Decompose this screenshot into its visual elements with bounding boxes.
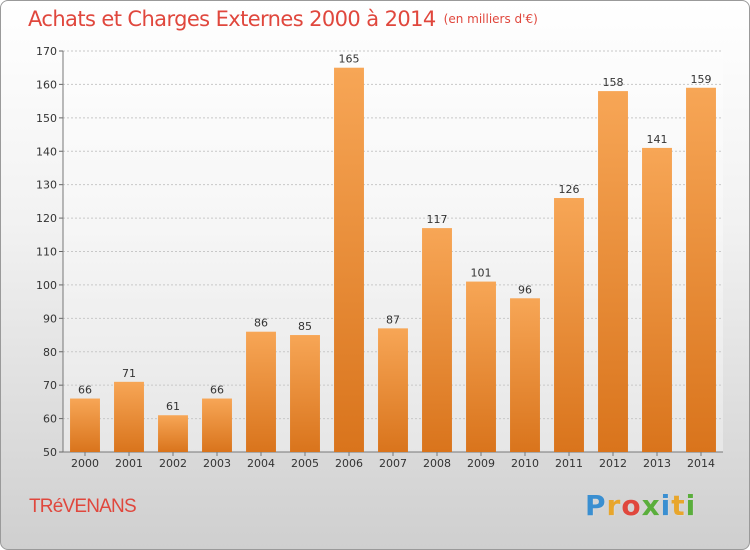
bar (202, 398, 232, 452)
bar (422, 228, 452, 452)
x-tick-label: 2010 (511, 457, 539, 470)
chart-title-text: Achats et Charges Externes 2000 à 2014 (28, 7, 436, 31)
y-tick-label: 110 (36, 246, 57, 259)
bar (378, 328, 408, 452)
bar (246, 331, 276, 452)
data-label: 165 (339, 53, 360, 66)
x-tick-label: 2002 (159, 457, 187, 470)
data-label: 85 (298, 320, 312, 333)
y-tick-label: 160 (36, 78, 57, 91)
y-tick-label: 80 (43, 346, 57, 359)
x-tick-label: 2011 (555, 457, 583, 470)
bar (70, 398, 100, 452)
logo-letter: t (671, 489, 686, 522)
x-tick-label: 2012 (599, 457, 627, 470)
x-tick-label: 2007 (379, 457, 407, 470)
data-label: 71 (122, 367, 136, 380)
data-label: 101 (471, 267, 492, 280)
data-label: 87 (386, 313, 400, 326)
y-tick-label: 90 (43, 312, 57, 325)
bar (510, 298, 540, 452)
bar (598, 91, 628, 452)
bar (334, 67, 364, 452)
bar (290, 335, 320, 452)
x-tick-label: 2003 (203, 457, 231, 470)
chart-subtitle: (en milliers d'€) (443, 12, 538, 26)
data-label: 96 (518, 283, 532, 296)
y-tick-label: 150 (36, 112, 57, 125)
y-tick-label: 70 (43, 379, 57, 392)
data-label: 159 (691, 73, 712, 86)
data-label: 158 (603, 76, 624, 89)
y-tick-label: 50 (43, 446, 57, 459)
x-tick-label: 2005 (291, 457, 319, 470)
x-tick-label: 2004 (247, 457, 275, 470)
logo-letter: i (660, 489, 672, 522)
chart-title: Achats et Charges Externes 2000 à 2014 (e… (28, 7, 538, 31)
y-tick-label: 170 (36, 45, 57, 58)
data-label: 117 (427, 213, 448, 226)
logo-letter: x (641, 489, 661, 522)
proxiti-logo: Proxiti (585, 489, 696, 522)
bar (158, 415, 188, 452)
y-tick-label: 60 (43, 413, 57, 426)
data-label: 86 (254, 317, 268, 330)
y-tick-label: 130 (36, 179, 57, 192)
commune-name: TRéVENANS (29, 496, 137, 517)
x-tick-label: 2001 (115, 457, 143, 470)
logo-letter: i (685, 489, 697, 522)
bar (686, 87, 716, 452)
y-tick-label: 100 (36, 279, 57, 292)
x-tick-label: 2006 (335, 457, 363, 470)
data-label: 141 (647, 133, 668, 146)
x-tick-label: 2008 (423, 457, 451, 470)
logo-letter: r (606, 489, 622, 522)
data-label: 66 (78, 384, 92, 397)
x-tick-label: 2014 (687, 457, 715, 470)
logo-letter: o (621, 489, 642, 522)
y-tick-label: 120 (36, 212, 57, 225)
data-label: 126 (559, 183, 580, 196)
bar (554, 198, 584, 452)
bar (466, 281, 496, 452)
x-tick-label: 2000 (71, 457, 99, 470)
x-tick-label: 2013 (643, 457, 671, 470)
y-tick-label: 140 (36, 145, 57, 158)
data-label: 66 (210, 384, 224, 397)
bar (114, 381, 144, 452)
x-tick-label: 2009 (467, 457, 495, 470)
bar (642, 147, 672, 453)
logo-letter: P (585, 489, 607, 522)
data-label: 61 (166, 400, 180, 413)
